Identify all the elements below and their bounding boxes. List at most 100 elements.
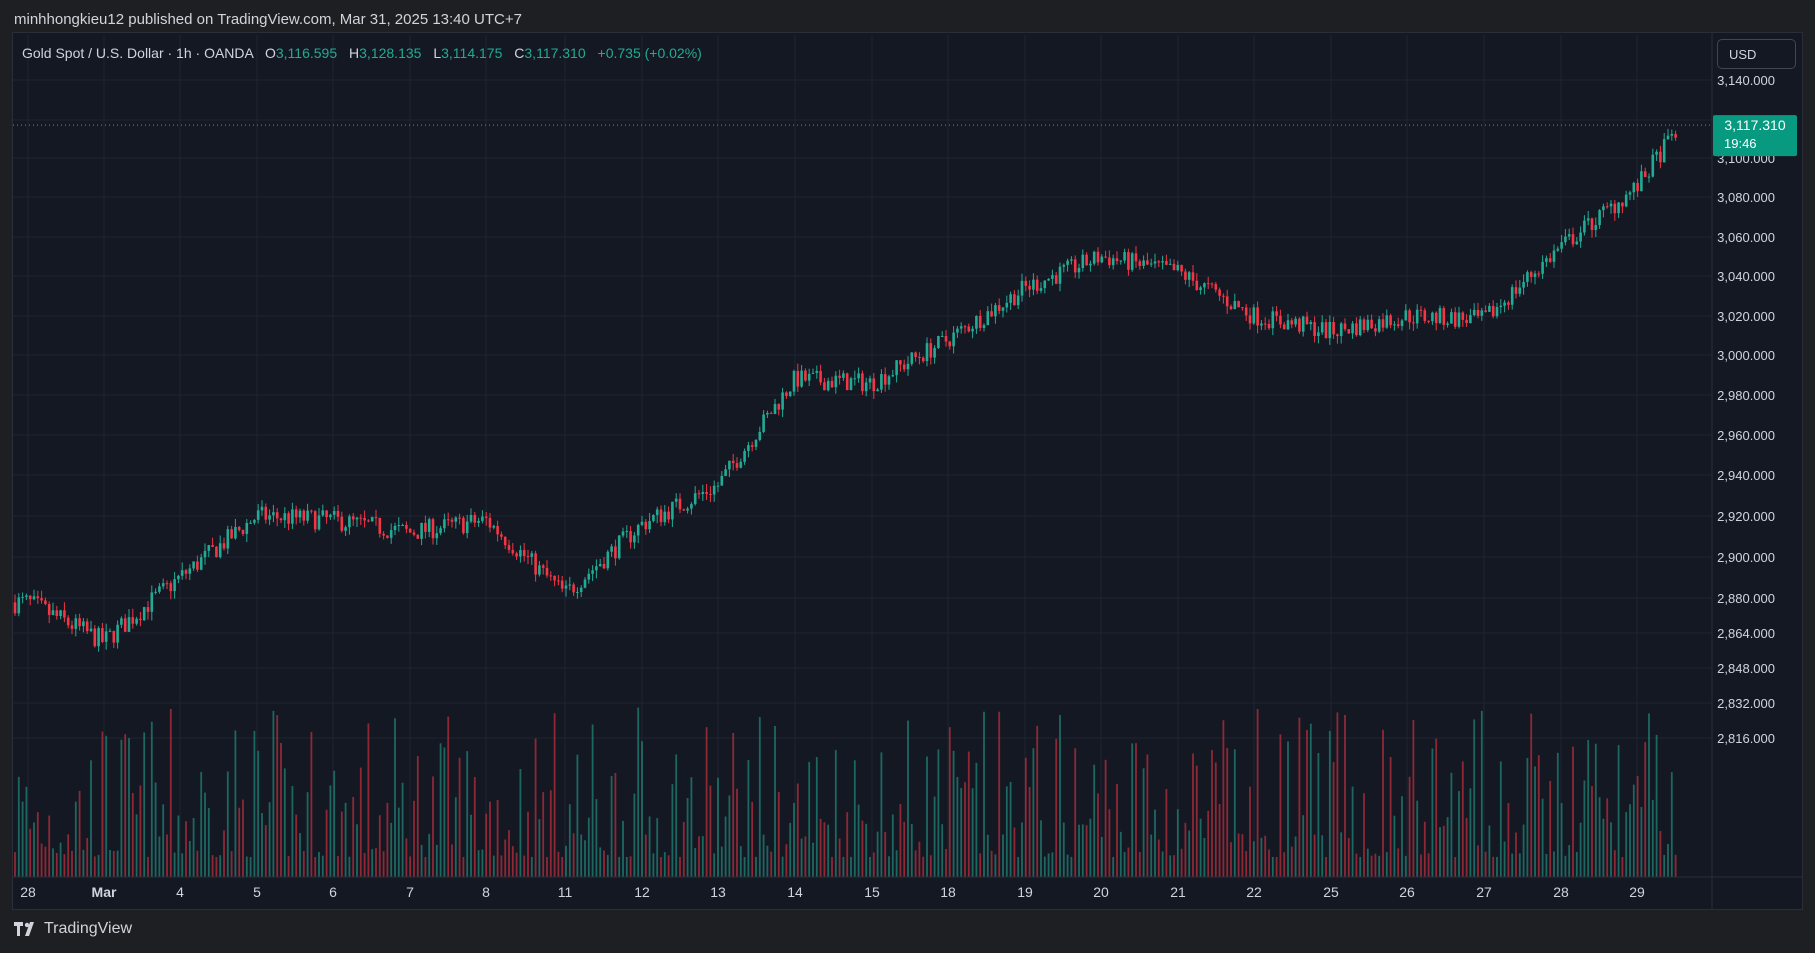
volume-bar — [1454, 856, 1457, 877]
candle-body — [1643, 171, 1647, 178]
volume-bar — [1363, 793, 1365, 877]
volume-bar — [1154, 809, 1156, 877]
time-tick-label: 11 — [558, 884, 573, 900]
candle-body — [1267, 324, 1271, 329]
candle-body — [1130, 253, 1134, 270]
candle-body — [458, 517, 461, 519]
volume-bar — [55, 852, 58, 877]
candle-body — [1180, 264, 1183, 272]
time-tick-label: 18 — [940, 884, 956, 900]
volume-bar — [1518, 853, 1521, 877]
volume-bar — [1564, 855, 1567, 877]
candle-body — [1081, 254, 1085, 268]
candle-body — [420, 522, 423, 539]
candle-body — [701, 491, 705, 495]
candle-body — [462, 517, 465, 534]
volume-bar — [663, 852, 666, 877]
candle-body — [1446, 323, 1449, 325]
time-tick-label: 28 — [20, 884, 36, 900]
price-tag: 3,117.310 19:46 — [1713, 115, 1797, 157]
volume-bar — [215, 856, 218, 877]
volume-bar — [743, 856, 746, 877]
volume-bar — [67, 834, 70, 877]
time-tick-label: 29 — [1629, 884, 1645, 900]
candle-body — [473, 515, 477, 523]
volume-bar — [880, 752, 883, 877]
volume-bar — [439, 743, 442, 877]
candle-body — [469, 515, 473, 522]
candle-body — [1613, 203, 1617, 214]
volume-bar — [416, 755, 419, 877]
candle-body — [1001, 307, 1005, 311]
candle-body — [1636, 182, 1639, 192]
candle-body — [1157, 261, 1161, 263]
candle-body — [1412, 322, 1415, 324]
candle-body — [1191, 272, 1195, 281]
candle-body — [735, 463, 739, 468]
volume-bar — [1043, 856, 1046, 877]
candle-body — [1115, 258, 1119, 262]
volume-bar — [1040, 820, 1042, 877]
candle-body — [135, 618, 138, 624]
volume-bar — [1188, 830, 1191, 877]
volume-bar — [1214, 762, 1217, 877]
volume-bar — [865, 823, 868, 877]
volume-bar — [192, 818, 195, 877]
volume-bar — [1625, 812, 1628, 877]
candle-body — [1332, 321, 1335, 335]
candle-body — [1092, 251, 1096, 264]
volume-bar — [819, 818, 822, 877]
volume-bar — [1427, 853, 1430, 877]
candle-body — [1054, 275, 1058, 284]
candle-body — [150, 592, 154, 612]
volume-bar — [1499, 761, 1502, 877]
candle-body — [104, 631, 108, 642]
volume-bar — [1537, 755, 1540, 877]
candle-body — [222, 543, 226, 549]
candle-body — [249, 522, 252, 524]
candle-body — [218, 543, 222, 558]
candle-body — [1609, 203, 1613, 207]
candle-body — [1617, 202, 1620, 214]
candle-body — [1594, 225, 1598, 230]
volume-bar — [204, 792, 206, 877]
candle-body — [450, 519, 454, 522]
candle-body — [933, 347, 936, 358]
volume-bar — [1511, 853, 1514, 877]
candle-body — [25, 595, 28, 597]
candle-body — [576, 591, 579, 593]
candle-body — [830, 380, 834, 388]
volume-bar — [1534, 766, 1536, 877]
currency-button[interactable]: USD — [1717, 39, 1796, 69]
volume-bar — [1347, 838, 1350, 877]
time-tick-label: 21 — [1170, 884, 1186, 900]
candle-body — [1275, 311, 1278, 316]
time-tick-label: 22 — [1246, 884, 1262, 900]
volume-bar — [511, 846, 514, 877]
candle-body — [1503, 302, 1506, 306]
volume-bar — [1556, 752, 1559, 877]
volume-bar — [1184, 822, 1187, 877]
volume-bar — [838, 838, 841, 877]
candle-body — [427, 519, 431, 532]
volume-bars — [14, 707, 1677, 877]
candle-body — [1476, 309, 1480, 316]
volume-bar — [629, 856, 632, 877]
volume-bar — [314, 856, 317, 877]
time-tick-label: 4 — [176, 884, 184, 900]
candle-body — [230, 529, 233, 539]
volume-bar — [1138, 852, 1141, 877]
volume-bar — [74, 801, 77, 877]
volume-bar — [1461, 761, 1464, 877]
volume-bar — [800, 838, 803, 877]
candle-body — [1005, 302, 1009, 308]
footer-brand[interactable]: TradingView — [14, 920, 132, 938]
volume-bar — [1313, 834, 1316, 877]
volume-bar — [1062, 822, 1065, 877]
symbol-title[interactable]: Gold Spot / U.S. Dollar · 1h · OANDA — [22, 45, 254, 61]
volume-bar — [386, 802, 389, 877]
volume-bar — [1632, 784, 1635, 877]
candle-body — [1355, 323, 1358, 336]
volume-bar — [139, 785, 142, 877]
